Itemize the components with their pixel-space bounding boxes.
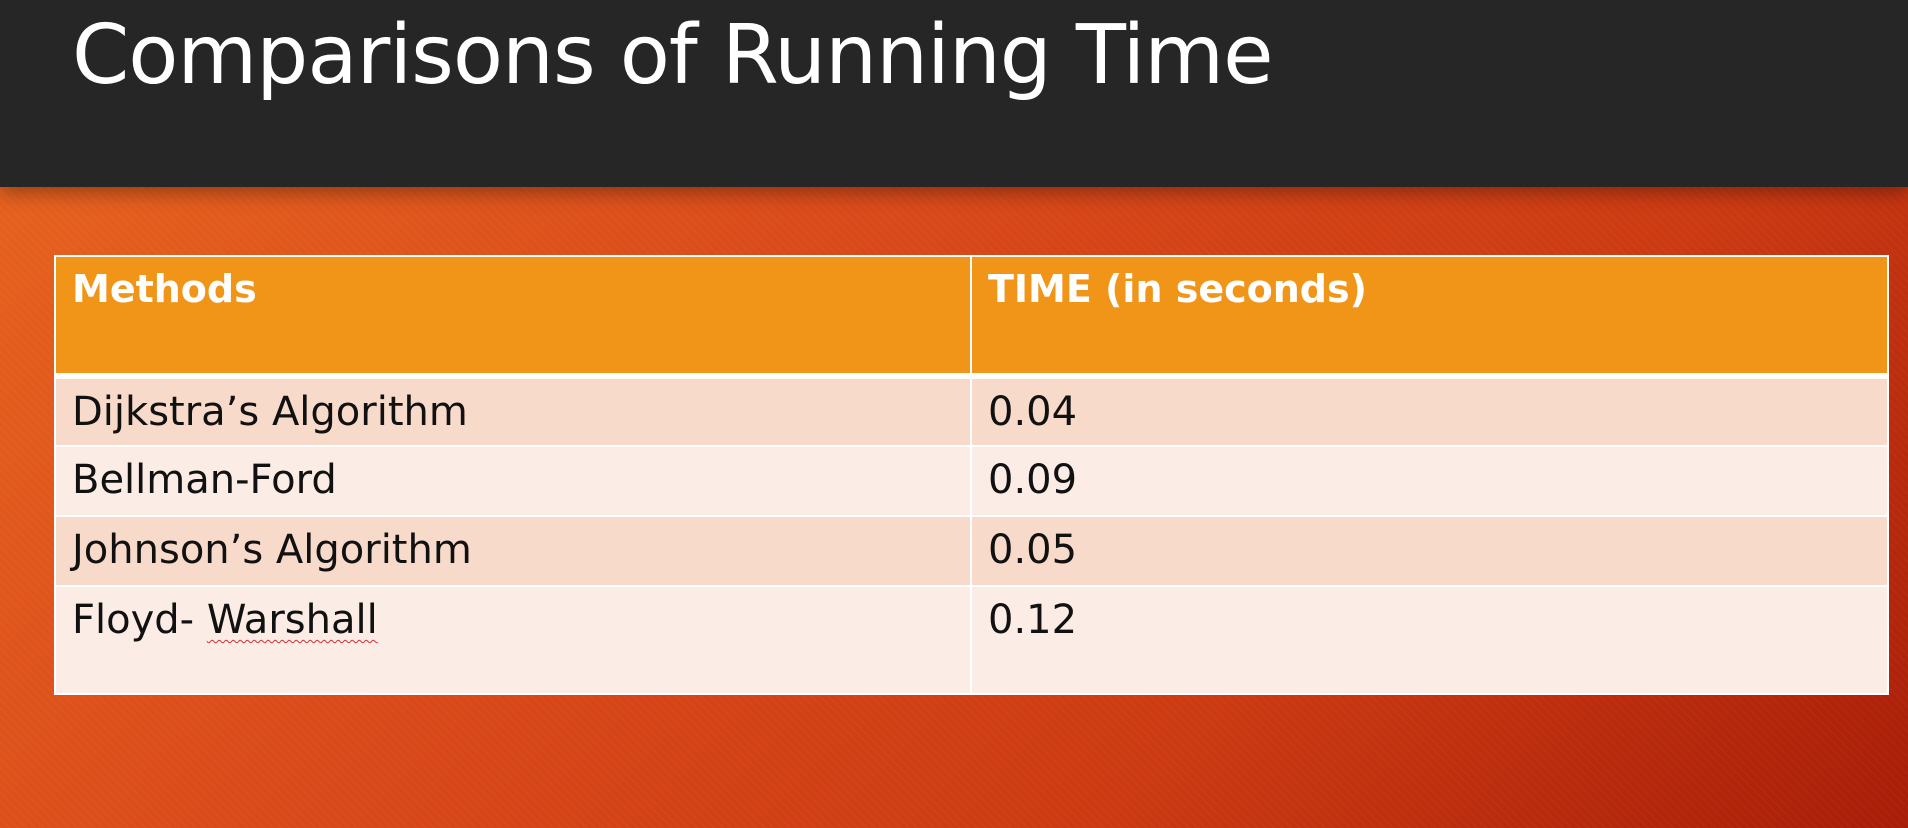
running-time-table: Methods TIME (in seconds) Dijkstra’s Alg… (54, 255, 1889, 695)
method-cell: Bellman-Ford (54, 445, 972, 517)
table-row: Johnson’s Algorithm 0.05 (54, 515, 1889, 587)
method-name: Johnson’s Algorithm (72, 527, 472, 573)
time-cell: 0.05 (970, 515, 1889, 587)
time-cell: 0.04 (970, 375, 1889, 447)
table-row: Floyd- Warshall 0.12 (54, 585, 1889, 695)
table-row: Bellman-Ford 0.09 (54, 445, 1889, 517)
table-header-row: Methods TIME (in seconds) (54, 255, 1889, 379)
time-cell: 0.12 (970, 585, 1889, 695)
method-cell: Dijkstra’s Algorithm (54, 375, 972, 447)
method-cell: Floyd- Warshall (54, 585, 972, 695)
table-row: Dijkstra’s Algorithm 0.04 (54, 375, 1889, 447)
method-cell: Johnson’s Algorithm (54, 515, 972, 587)
header-methods: Methods (54, 255, 972, 379)
slide-title: Comparisons of Running Time (72, 8, 1274, 103)
title-bar: Comparisons of Running Time (0, 0, 1908, 187)
method-name: Bellman-Ford (72, 457, 337, 503)
method-name: Floyd- (72, 597, 207, 643)
time-cell: 0.09 (970, 445, 1889, 517)
spellcheck-underlined-word[interactable]: Warshall (206, 597, 378, 643)
method-name: Dijkstra’s Algorithm (72, 389, 468, 435)
header-time: TIME (in seconds) (970, 255, 1889, 379)
